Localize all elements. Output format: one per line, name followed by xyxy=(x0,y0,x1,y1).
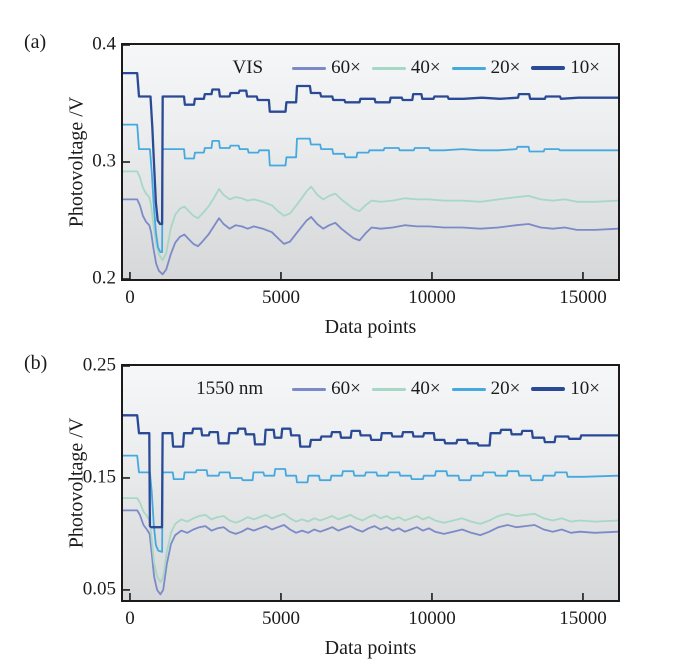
legend-label: 60× xyxy=(331,57,361,78)
y-tick-label: 0.4 xyxy=(92,33,116,55)
x-tick-labels: 0 5000 10000 15000 xyxy=(123,287,618,309)
legend-item-60x: 60× xyxy=(292,57,361,79)
y-tick-label: 0.05 xyxy=(82,578,116,600)
legend-items: 60× 40× 20× 10× xyxy=(281,57,600,79)
legend-item-40x: 40× xyxy=(371,378,441,400)
y-tick-label: 0.3 xyxy=(92,150,116,172)
x-tick-label: 15000 xyxy=(559,287,607,308)
panel-a: (a) Photovoltage /V 0.4 0.3 0.2 VIS 60× 40×… xyxy=(24,31,620,338)
legend-item-10x: 10× xyxy=(531,57,600,79)
legend-line-swatch xyxy=(292,387,327,391)
legend-title: 1550 nm xyxy=(196,378,264,399)
y-tick-label: 0.25 xyxy=(82,354,116,376)
legend-item-20x: 20× xyxy=(451,378,521,400)
panel-b: (b) Photovoltage /V 0.25 0.15 0.05 1550 nm… xyxy=(0,321,682,661)
chart-canvas xyxy=(123,45,618,279)
legend-title: VIS xyxy=(232,57,264,78)
x-tick-labels: 0 5000 10000 15000 xyxy=(123,608,618,630)
series-line-10x xyxy=(123,414,618,529)
legend: VIS 60× 40× 20× 10× xyxy=(233,57,601,79)
series-line-20x xyxy=(123,123,618,254)
legend-line-swatch xyxy=(531,65,566,71)
series-line-10x xyxy=(123,71,618,226)
legend-line-swatch xyxy=(292,66,327,70)
series-line-60x xyxy=(123,198,618,276)
legend-item-20x: 20× xyxy=(451,57,521,79)
x-tick-label: 0 xyxy=(125,287,135,308)
x-tick-label: 10000 xyxy=(408,287,456,308)
series-line-40x xyxy=(123,170,618,262)
legend-line-swatch xyxy=(371,387,406,391)
panel-label-b: (b) xyxy=(24,352,48,374)
x-tick-label: 5000 xyxy=(261,287,300,308)
legend-item-40x: 40× xyxy=(371,57,441,79)
legend-label: 60× xyxy=(331,378,361,399)
legend: 1550 nm 60× 40× 20× 10× xyxy=(196,378,600,400)
legend-label: 40× xyxy=(410,57,441,78)
plot-area: 1550 nm 60× 40× 20× 10× xyxy=(121,364,620,602)
y-tick-labels: 0.25 0.15 0.05 xyxy=(58,355,116,600)
x-tick-label: 5000 xyxy=(261,608,300,629)
legend-line-swatch xyxy=(531,386,566,392)
legend-item-10x: 10× xyxy=(531,378,600,400)
legend-label: 20× xyxy=(490,378,521,399)
legend-label: 40× xyxy=(410,378,441,399)
x-tick-label: 10000 xyxy=(408,608,456,629)
legend-items: 60× 40× 20× 10× xyxy=(281,378,600,400)
plot-area: VIS 60× 40× 20× 10× xyxy=(121,43,620,281)
y-tick-label: 0.15 xyxy=(82,466,116,488)
legend-item-60x: 60× xyxy=(292,378,361,400)
x-tick-label: 15000 xyxy=(559,608,607,629)
y-tick-labels: 0.4 0.3 0.2 xyxy=(58,34,116,289)
series-line-20x xyxy=(123,454,618,553)
x-tick-label: 0 xyxy=(125,608,135,629)
series-line-60x xyxy=(123,509,618,596)
x-axis-label: Data points xyxy=(324,637,417,659)
panel-label-a: (a) xyxy=(24,31,47,53)
y-tick-label: 0.2 xyxy=(92,267,116,289)
legend-line-swatch xyxy=(451,66,486,70)
legend-line-swatch xyxy=(371,66,406,70)
legend-line-swatch xyxy=(451,387,486,391)
x-axis-label: Data points xyxy=(324,316,417,338)
legend-label: 20× xyxy=(490,57,521,78)
series-line-40x xyxy=(123,497,618,584)
legend-label: 10× xyxy=(570,57,600,78)
chart-canvas xyxy=(123,366,618,600)
legend-label: 10× xyxy=(570,378,600,399)
